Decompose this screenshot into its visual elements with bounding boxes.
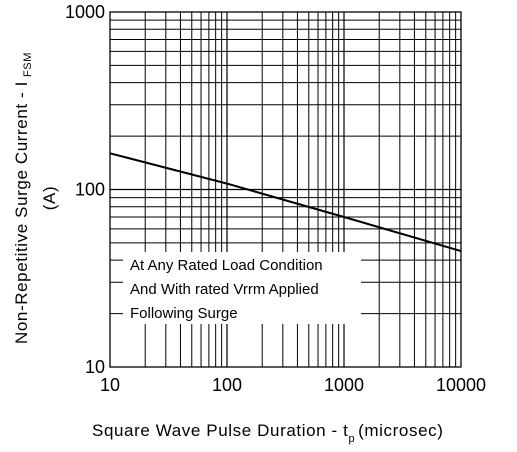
annotation-box: At Any Rated Load Condition And With rat… [123,252,361,324]
series-line-1 [109,152,462,253]
y-axis-label-main: Non-Repetitive Surge Current - I [12,81,31,344]
x-axis-label: Square Wave Pulse Duration - tp (microsec… [92,421,444,445]
annotation-line-3: Following Surge [130,305,238,322]
y-tick-label: 100 [75,180,105,200]
series-group [109,152,462,253]
x-tick-label: 10000 [436,375,486,395]
annotation-line-1: At Any Rated Load Condition [130,257,323,274]
annotation-background [123,252,361,324]
y-tick-label: 1000 [65,2,105,22]
y-tick-label: 10 [85,357,105,377]
plot-frame [109,11,462,368]
y-axis-label-subscript: FSM [22,52,34,77]
annotation-line-2: And With rated Vrrm Applied [130,281,319,298]
y-tick-labels: 10 100 1000 [65,2,105,377]
x-tick-label: 10 [100,375,120,395]
x-axis-label-main: Square Wave Pulse Duration - t [92,421,348,440]
x-tick-label: 100 [212,375,242,395]
x-axis-label-suffix: (microsec) [358,421,443,440]
x-tick-label: 1000 [324,375,364,395]
y-axis-label-unit: (A) [40,186,59,210]
x-tick-labels: 10 100 1000 10000 [100,375,486,395]
x-axis-label-subscript: p [348,433,355,445]
y-axis-label: Non-Repetitive Surge Current - I FSM [12,52,34,344]
